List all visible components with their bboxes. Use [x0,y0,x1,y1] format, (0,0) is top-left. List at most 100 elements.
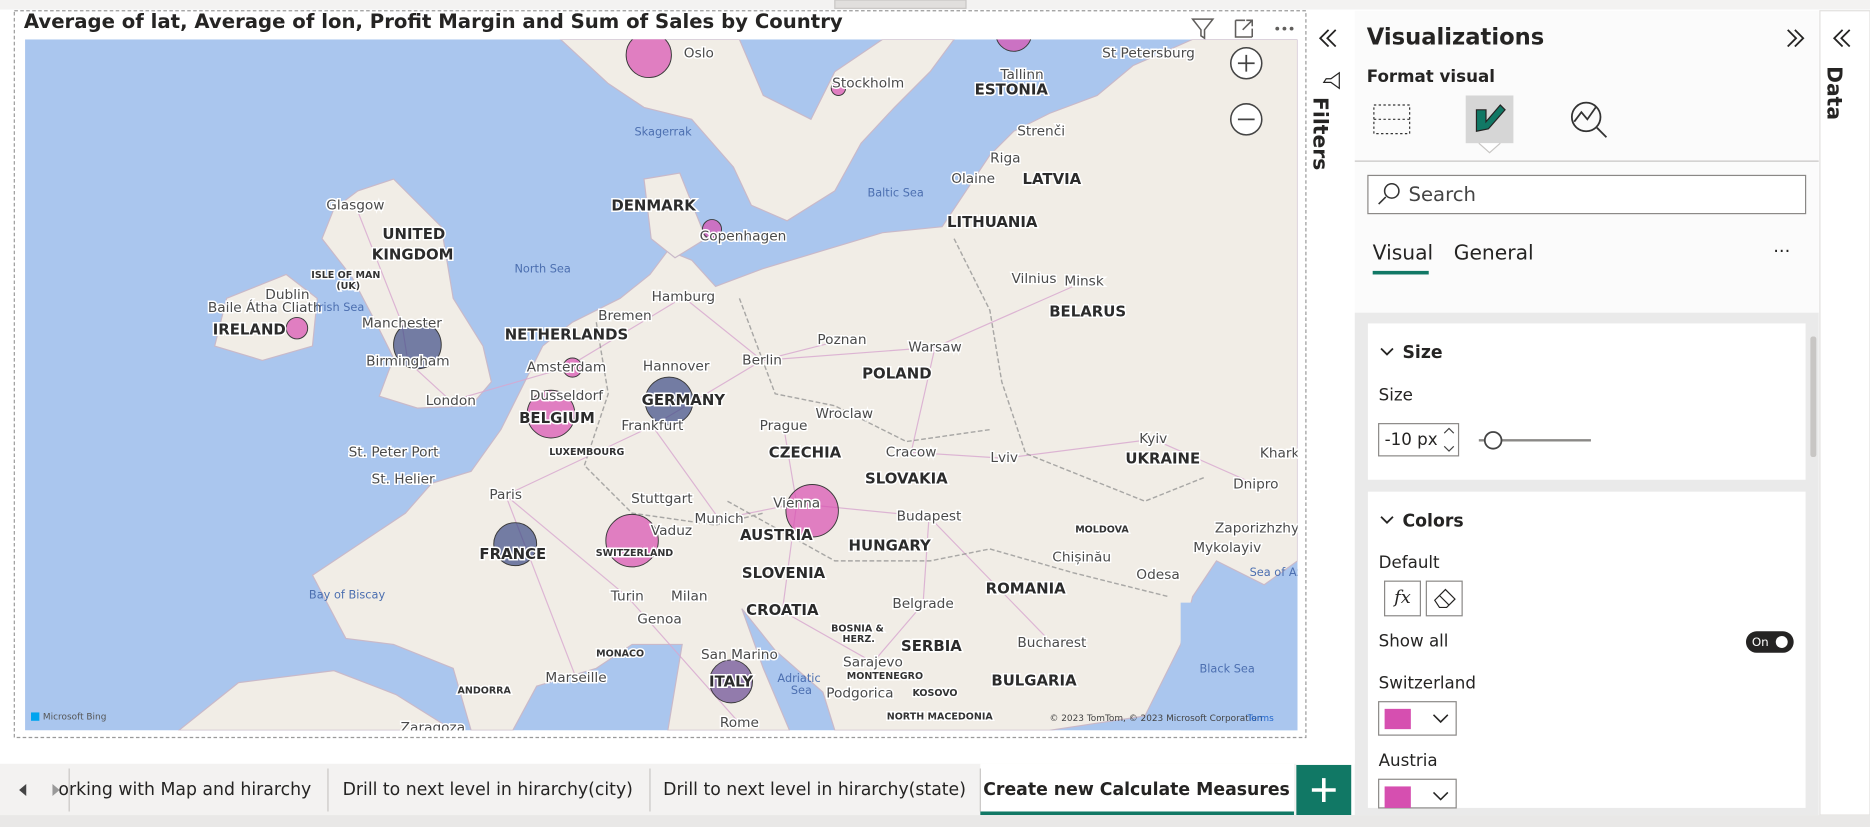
map-label: Baile Átha Cliath [208,298,322,316]
scrollbar[interactable] [1810,336,1817,458]
map-label: Strenči [1017,123,1065,139]
map-label: Adriatic [777,671,820,685]
page-tab[interactable]: Create new Calculate Measures [983,780,1290,800]
map-label: LATVIA [1023,170,1082,188]
active-tab [980,763,1294,816]
status-bar [0,815,1870,827]
bubble[interactable] [493,522,538,567]
map-label: Birmingham [366,354,450,370]
bubble[interactable] [625,32,672,79]
map-label: St. Helier [372,472,436,488]
top-tab[interactable] [834,0,967,9]
tab-more[interactable]: ··· [1773,241,1790,262]
map-label: London [426,393,476,409]
map-label: Skagerrak [634,124,692,138]
map-label: Frankfurt [621,418,684,434]
bubble[interactable] [701,219,723,240]
map-label: Zaporizhzhy [1215,521,1299,537]
map-label: Podgorica [826,685,893,701]
tab-scroll-left[interactable] [19,784,27,796]
analytics-icon[interactable] [1570,101,1602,133]
map-label: BULGARIA [991,671,1077,689]
size-slider-thumb[interactable] [1483,431,1503,450]
borders [583,238,1205,598]
bing-icon [31,712,40,721]
filter-icon[interactable] [1191,18,1215,40]
map-label: Khark [1260,445,1300,461]
map-label: St. Peter Port [349,444,440,460]
map-label: Warsaw [908,339,961,355]
filters-label[interactable]: Filters [1309,97,1333,170]
size-value: -10 px [1385,429,1438,449]
size-input[interactable] [1378,423,1460,457]
search-box[interactable] [1367,174,1807,215]
attribution: © 2023 TomTom, © 2023 Microsoft Corporat… [1049,714,1262,724]
viz-collapse[interactable] [1787,29,1805,48]
bubble[interactable] [562,357,583,378]
map-label: Dusseldorf [530,388,604,404]
bubble[interactable] [785,484,839,538]
map-label: Olaine [951,171,995,187]
map-label: BELGIUM [519,409,595,427]
data-expand[interactable] [1832,29,1851,48]
map-label: BELARUS [1049,303,1126,321]
map[interactable]: Oslo St Petersburg Tallinn Stockholm ESTONIA… [25,16,1303,736]
focus-icon[interactable] [1234,19,1254,38]
map-label: ROMANIA [986,580,1067,598]
map-label: Mykolayiv [1193,540,1261,556]
map-label: LITHUANIA [947,213,1038,231]
map-label: ANDORRA [457,685,511,696]
bubble[interactable] [285,316,309,340]
bubble[interactable] [709,659,754,704]
colors-chevron[interactable] [1380,516,1394,524]
map-label: UNITED [382,225,445,243]
map-label: Wroclaw [816,406,874,422]
map-label: Bucharest [1017,635,1087,651]
colors-card-title[interactable]: Colors [1403,511,1464,531]
tab-underline [1372,270,1429,275]
filters-pane[interactable] [1308,10,1354,765]
terms-link[interactable]: Terms [1246,714,1274,724]
map-label: Baltic Sea [867,185,923,199]
filters-collapse[interactable] [1318,29,1337,48]
map-label: Vilnius [1011,271,1056,287]
format-icon [1475,104,1506,132]
tab-general[interactable]: General [1454,241,1534,265]
bubble[interactable] [996,16,1032,52]
map-label: NETHERLANDS [505,325,629,343]
more-icon[interactable] [1275,26,1294,31]
analytics-glyph [1573,106,1608,138]
size-card-title[interactable]: Size [1403,343,1443,363]
reset-button[interactable] [1425,580,1463,617]
map-label: Marseille [545,670,606,686]
page-tab[interactable]: orking with Map and hirarchy [58,780,311,800]
bubble[interactable] [830,80,847,96]
viz-subtitle: Format visual [1367,66,1495,86]
data-pane[interactable] [1819,10,1870,816]
search-icon-handle [1378,196,1387,205]
visual-header-icons [1191,18,1294,40]
size-spinner[interactable] [1443,427,1455,452]
tab-scroll-right[interactable] [52,784,60,796]
tab-visual[interactable]: Visual [1373,241,1433,265]
map-label: Chișinău [1052,549,1111,565]
color-item-label: Austria [1379,750,1438,770]
map-label: SERBIA [901,637,962,655]
data-label[interactable]: Data [1823,66,1847,120]
bubble[interactable] [526,389,576,439]
bubble[interactable] [393,320,442,370]
bubble[interactable] [644,376,694,426]
canvas-gap [0,739,1355,764]
toggle-label: On [1752,635,1769,649]
map-label: CZECHIA [769,443,842,461]
map-label: Vienna [773,496,820,512]
map-label: North Sea [514,262,570,276]
bubble[interactable] [605,513,659,568]
page-tab[interactable]: Drill to next level in hirarchy(city) [343,780,633,800]
size-chevron[interactable] [1380,347,1394,356]
toggle-knob [1775,636,1788,648]
page-tab[interactable]: Drill to next level in hirarchy(state) [663,780,966,800]
map-label: Bay of Biscay [309,587,386,601]
map-label: Bremen [598,308,652,324]
fx-button[interactable] [1384,580,1421,617]
